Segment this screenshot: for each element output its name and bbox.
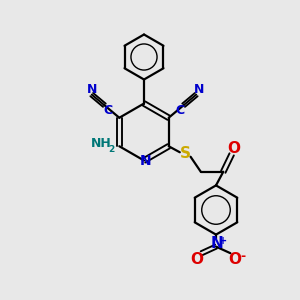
Text: N: N bbox=[210, 236, 223, 251]
Text: +: + bbox=[218, 236, 227, 246]
Text: NH: NH bbox=[91, 137, 112, 150]
Text: C: C bbox=[103, 104, 113, 117]
Text: O: O bbox=[228, 142, 241, 157]
Text: 2: 2 bbox=[108, 145, 114, 154]
Text: N: N bbox=[194, 83, 204, 96]
Text: N: N bbox=[140, 154, 151, 167]
Text: S: S bbox=[180, 146, 191, 161]
Text: -: - bbox=[240, 250, 246, 263]
Text: O: O bbox=[190, 252, 203, 267]
Text: C: C bbox=[175, 104, 184, 117]
Text: N: N bbox=[87, 83, 97, 96]
Text: O: O bbox=[229, 252, 242, 267]
